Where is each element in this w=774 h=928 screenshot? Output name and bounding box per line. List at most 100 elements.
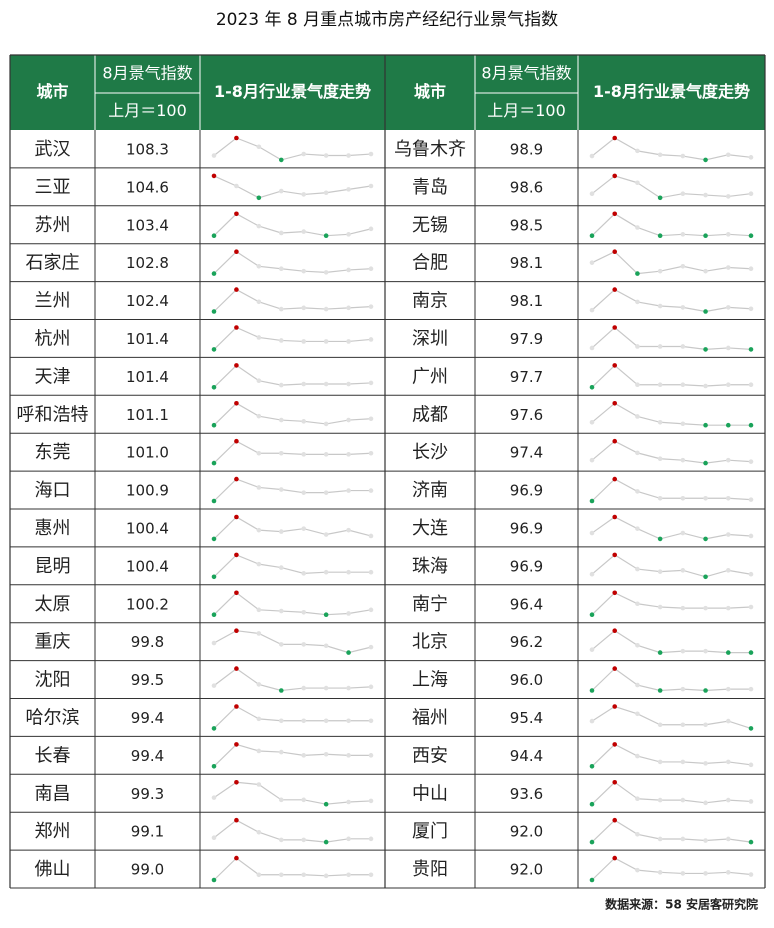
- sparkline-point: [368, 266, 374, 272]
- index: 95.4: [510, 709, 543, 727]
- index: 101.4: [126, 368, 169, 386]
- sparkline-point: [657, 604, 663, 610]
- sparkline-point: [612, 363, 618, 368]
- index: 99.4: [131, 709, 164, 727]
- sparkline-point: [368, 380, 374, 386]
- sparkline-point: [589, 612, 595, 617]
- sparkline-point: [323, 153, 329, 158]
- sparkline-point: [368, 226, 374, 232]
- city: 中山: [412, 783, 448, 804]
- sparkline-point: [301, 452, 307, 457]
- city: 深圳: [412, 328, 448, 349]
- sparkline-point: [368, 337, 374, 342]
- sparkline-point: [323, 801, 329, 807]
- sparkline-point: [256, 631, 262, 636]
- header-trend: 1-8月行业景气度走势: [593, 82, 750, 101]
- sparkline-point: [725, 836, 731, 842]
- sparkline-point: [323, 233, 329, 238]
- city: 长沙: [412, 442, 448, 463]
- sparkline-point: [680, 191, 686, 196]
- index: 97.4: [510, 444, 543, 462]
- sparkline-point: [589, 457, 595, 463]
- sparkline-point: [278, 450, 284, 456]
- sparkline-point: [703, 800, 708, 806]
- city: 无锡: [412, 215, 448, 236]
- sparkline-point: [278, 266, 284, 272]
- sparkline-point: [301, 685, 307, 691]
- sparkline-point: [323, 532, 329, 537]
- sparkline-point: [211, 309, 217, 314]
- sparkline: [213, 250, 372, 275]
- sparkline-point: [323, 718, 329, 724]
- city: 呼和浩特: [17, 404, 89, 425]
- sparkline-point: [657, 759, 663, 765]
- header-index: 8月景气指数: [481, 64, 571, 83]
- sparkline-point: [234, 817, 239, 823]
- sparkline-point: [725, 345, 731, 351]
- index: 102.8: [126, 254, 169, 272]
- sparkline-point: [703, 871, 708, 876]
- sparkline-point: [725, 759, 731, 765]
- sparkline-point: [635, 526, 640, 531]
- sparkline-point: [278, 565, 284, 570]
- sparkline-point: [635, 414, 640, 419]
- index: 99.3: [131, 785, 164, 803]
- city: 东莞: [35, 442, 71, 463]
- sparkline-point: [635, 643, 640, 648]
- sparkline-point: [612, 552, 618, 558]
- sparkline: [591, 213, 752, 237]
- sparkline-point: [635, 601, 640, 607]
- sparkline-point: [657, 569, 663, 574]
- sparkline-point: [635, 867, 640, 873]
- index: 97.7: [510, 368, 543, 386]
- sparkline-point: [748, 533, 754, 539]
- index: 98.1: [510, 254, 543, 272]
- sparkline-point: [278, 749, 284, 755]
- sparkline-point: [748, 155, 754, 160]
- sparkline: [213, 630, 372, 654]
- sparkline-point: [368, 718, 374, 724]
- sparkline-point: [635, 271, 640, 276]
- sparkline-point: [301, 151, 307, 157]
- sparkline-point: [323, 270, 329, 275]
- header-city: 城市: [414, 82, 446, 101]
- sparkline-point: [278, 382, 284, 388]
- sparkline-point: [346, 232, 351, 237]
- sparkline-point: [256, 782, 262, 787]
- index: 99.5: [131, 671, 164, 689]
- sparkline-point: [680, 797, 686, 803]
- index: 98.1: [510, 292, 543, 310]
- sparkline-point: [657, 233, 663, 238]
- sparkline-point: [612, 514, 618, 520]
- sparkline-point: [301, 192, 307, 197]
- index: 96.9: [510, 519, 543, 537]
- city: 太原: [35, 594, 71, 615]
- city: 重庆: [35, 632, 71, 653]
- sparkline-point: [589, 191, 595, 196]
- sparkline-point: [635, 831, 640, 837]
- sparkline-point: [323, 751, 329, 757]
- city: 天津: [35, 366, 71, 387]
- sparkline-point: [234, 514, 239, 520]
- title: 2023 年 8 月重点城市房产经纪行业景气指数: [216, 10, 558, 30]
- sparkline-point: [703, 383, 708, 389]
- city: 昆明: [35, 556, 71, 577]
- sparkline: [213, 175, 372, 199]
- sparkline-point: [368, 450, 374, 456]
- sparkline-point: [323, 839, 329, 845]
- sparkline-point: [725, 152, 731, 158]
- sparkline-point: [211, 385, 217, 390]
- city: 厦门: [412, 821, 448, 842]
- sparkline-point: [748, 571, 754, 577]
- index: 98.9: [510, 140, 543, 158]
- sparkline-point: [680, 153, 686, 159]
- sparkline-point: [323, 643, 329, 649]
- sparkline-point: [234, 628, 239, 633]
- sparkline-point: [368, 183, 374, 189]
- sparkline-point: [589, 153, 595, 159]
- sparkline-point: [256, 335, 262, 340]
- sparkline-point: [635, 753, 640, 759]
- sparkline-point: [346, 267, 351, 273]
- sparkline-point: [725, 457, 731, 463]
- sparkline-point: [612, 249, 618, 254]
